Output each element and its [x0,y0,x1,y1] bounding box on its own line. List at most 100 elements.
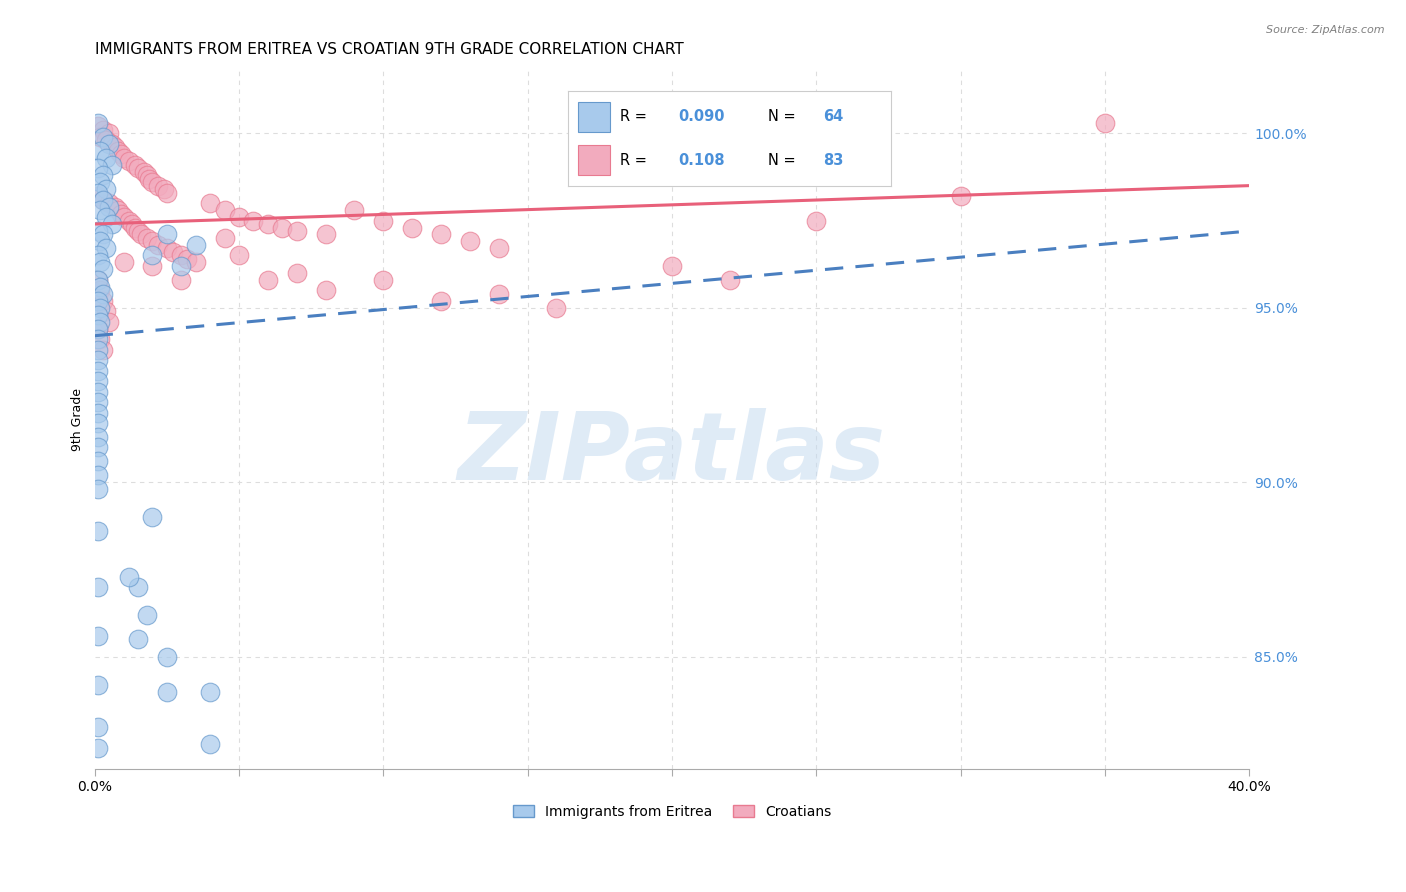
Point [110,147,132,161]
Point [91,286,114,301]
Point [89,284,111,298]
Point [86,740,108,755]
Point [141,259,163,273]
Point [86,524,108,539]
Point [89,332,111,346]
Point [91,193,114,207]
Point [121,217,143,231]
Point [132,164,155,178]
Point [661,259,683,273]
Point [156,186,179,200]
Y-axis label: 9th Grade: 9th Grade [72,388,84,451]
Point [156,242,179,256]
Point [101,158,124,172]
Point [949,189,972,203]
Point [91,227,114,242]
Point [96,304,118,318]
Point [104,200,127,214]
Point [86,273,108,287]
Point [170,248,193,262]
Point [135,607,157,622]
Point [146,178,169,193]
Point [127,161,149,176]
Point [86,364,108,378]
Point [107,202,129,217]
Text: Source: ZipAtlas.com: Source: ZipAtlas.com [1267,25,1385,35]
Point [141,235,163,249]
Point [96,242,118,256]
Point [101,217,124,231]
Point [141,510,163,524]
Point [86,189,108,203]
Point [86,483,108,497]
Point [1094,116,1116,130]
Point [228,210,250,224]
Point [162,244,184,259]
Point [86,720,108,734]
Point [118,569,141,583]
Point [184,255,207,269]
Point [86,273,108,287]
Point [184,238,207,252]
Point [401,220,423,235]
Text: IMMIGRANTS FROM ERITREA VS CROATIAN 9TH GRADE CORRELATION CHART: IMMIGRANTS FROM ERITREA VS CROATIAN 9TH … [94,42,683,57]
Point [91,193,114,207]
Point [91,262,114,277]
Point [124,158,146,172]
Point [153,182,176,196]
Point [98,196,121,211]
Point [141,248,163,262]
Point [285,266,308,280]
Legend: Immigrants from Eritrea, Croatians: Immigrants from Eritrea, Croatians [508,799,837,824]
Point [101,136,124,151]
Point [86,629,108,643]
Point [138,171,160,186]
Point [86,116,108,130]
Point [89,235,111,249]
Point [315,227,337,242]
Point [110,206,132,220]
Point [285,224,308,238]
Point [135,168,157,182]
Point [96,151,118,165]
Point [86,186,108,200]
Point [91,293,114,308]
Point [91,343,114,357]
Point [156,227,179,242]
Point [86,454,108,468]
Point [89,202,111,217]
Point [488,242,510,256]
Point [458,235,481,249]
Point [98,136,121,151]
Point [124,220,146,235]
Point [86,322,108,336]
Point [256,217,278,231]
Point [546,301,568,315]
Point [141,175,163,189]
Point [86,580,108,594]
Point [86,374,108,388]
Point [91,168,114,182]
Point [86,353,108,368]
Point [170,259,193,273]
Point [198,737,221,751]
Point [127,580,149,594]
Point [430,293,453,308]
Point [86,678,108,692]
Point [228,248,250,262]
Point [91,122,114,136]
Point [373,213,395,227]
Point [806,213,828,227]
Point [156,685,179,699]
Point [86,120,108,134]
Point [86,161,108,176]
Point [98,200,121,214]
Point [256,273,278,287]
Point [86,332,108,346]
Point [86,441,108,455]
Point [373,273,395,287]
Point [86,248,108,262]
Point [718,273,741,287]
Point [242,213,264,227]
Point [86,293,108,308]
